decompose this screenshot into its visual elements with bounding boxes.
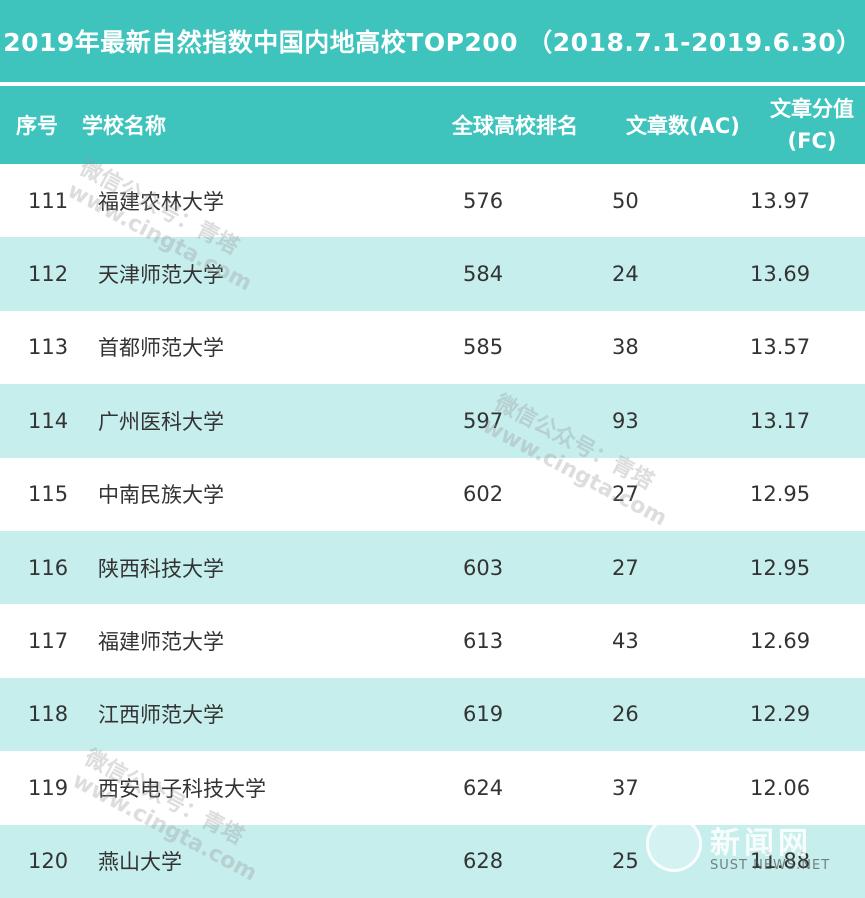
cell-global-rank: 602 (463, 482, 504, 507)
cell-fractional-count: 13.97 (750, 188, 811, 213)
cell-global-rank: 576 (463, 188, 504, 213)
header-fractional-count: 文章分值 (FC) (760, 86, 864, 164)
table-header: 序号 学校名称 全球高校排名 文章数(AC) 文章分值 (FC) (0, 86, 865, 164)
cell-global-rank: 597 (463, 408, 504, 433)
cell-school-name: 广州医科大学 (98, 409, 224, 434)
cell-article-count: 27 (612, 555, 639, 580)
cell-seq: 116 (28, 555, 69, 580)
table-row: 112 天津师范大学 584 24 13.69 (0, 237, 865, 311)
cell-article-count: 25 (612, 849, 639, 874)
cell-school-name: 西安电子科技大学 (98, 776, 266, 801)
cell-fractional-count: 12.29 (750, 702, 811, 727)
cell-school-name: 天津师范大学 (98, 263, 224, 288)
cell-fractional-count: 12.95 (750, 555, 811, 580)
table-row: 111 福建农林大学 576 50 13.97 (0, 164, 865, 238)
cell-article-count: 24 (612, 262, 639, 287)
cell-fractional-count: 13.57 (750, 335, 811, 360)
cell-seq: 117 (28, 629, 69, 654)
header-fc-line1: 文章分值 (770, 97, 854, 121)
cell-article-count: 27 (612, 482, 639, 507)
cell-school-name: 中南民族大学 (98, 483, 224, 508)
cell-global-rank: 584 (463, 262, 504, 287)
header-school-name: 学校名称 (82, 114, 166, 138)
cell-seq: 118 (28, 702, 69, 727)
cell-school-name: 江西师范大学 (98, 703, 224, 728)
cell-fractional-count: 12.69 (750, 629, 811, 654)
header-article-count: 文章数(AC) (626, 114, 740, 138)
table-row: 116 陕西科技大学 603 27 12.95 (0, 530, 865, 605)
header-fc-line2: (FC) (787, 129, 837, 153)
cell-global-rank: 624 (463, 775, 504, 800)
cell-school-name: 陕西科技大学 (98, 556, 224, 581)
cell-global-rank: 585 (463, 335, 504, 360)
cell-article-count: 50 (612, 188, 639, 213)
header-global-rank: 全球高校排名 (452, 114, 578, 138)
cell-fractional-count: 12.06 (750, 775, 811, 800)
cell-article-count: 37 (612, 775, 639, 800)
cell-fractional-count: 13.17 (750, 408, 811, 433)
cell-school-name: 福建师范大学 (98, 630, 224, 655)
header-seq: 序号 (16, 114, 58, 138)
cell-article-count: 93 (612, 408, 639, 433)
cell-seq: 115 (28, 482, 69, 507)
cell-fractional-count: 13.69 (750, 262, 811, 287)
table-title: 2019年最新自然指数中国内地高校TOP200 （2018.7.1-2019.6… (0, 0, 865, 84)
cell-school-name: 福建农林大学 (98, 189, 224, 214)
table-row: 115 中南民族大学 602 27 12.95 (0, 457, 865, 531)
cell-global-rank: 603 (463, 555, 504, 580)
cell-article-count: 38 (612, 335, 639, 360)
table-body: 111 福建农林大学 576 50 13.97 112 天津师范大学 584 2… (0, 164, 865, 898)
cell-seq: 111 (28, 188, 69, 213)
cell-global-rank: 619 (463, 702, 504, 727)
cell-seq: 119 (28, 775, 69, 800)
table-row: 114 广州医科大学 597 93 13.17 (0, 384, 865, 458)
table-row: 118 江西师范大学 619 26 12.29 (0, 677, 865, 752)
cell-article-count: 43 (612, 629, 639, 654)
cell-fractional-count: 12.95 (750, 482, 811, 507)
cell-school-name: 燕山大学 (98, 850, 182, 875)
cell-article-count: 26 (612, 702, 639, 727)
cell-fractional-count: 11.88 (750, 849, 811, 874)
cell-school-name: 首都师范大学 (98, 336, 224, 361)
cell-seq: 112 (28, 262, 69, 287)
table-row: 119 西安电子科技大学 624 37 12.06 (0, 751, 865, 825)
cell-seq: 120 (28, 849, 69, 874)
cell-global-rank: 613 (463, 629, 504, 654)
table-row: 113 首都师范大学 585 38 13.57 (0, 310, 865, 385)
table-row: 120 燕山大学 628 25 11.88 (0, 824, 865, 898)
cell-seq: 113 (28, 335, 69, 360)
cell-global-rank: 628 (463, 849, 504, 874)
cell-seq: 114 (28, 408, 69, 433)
table-row: 117 福建师范大学 613 43 12.69 (0, 604, 865, 678)
